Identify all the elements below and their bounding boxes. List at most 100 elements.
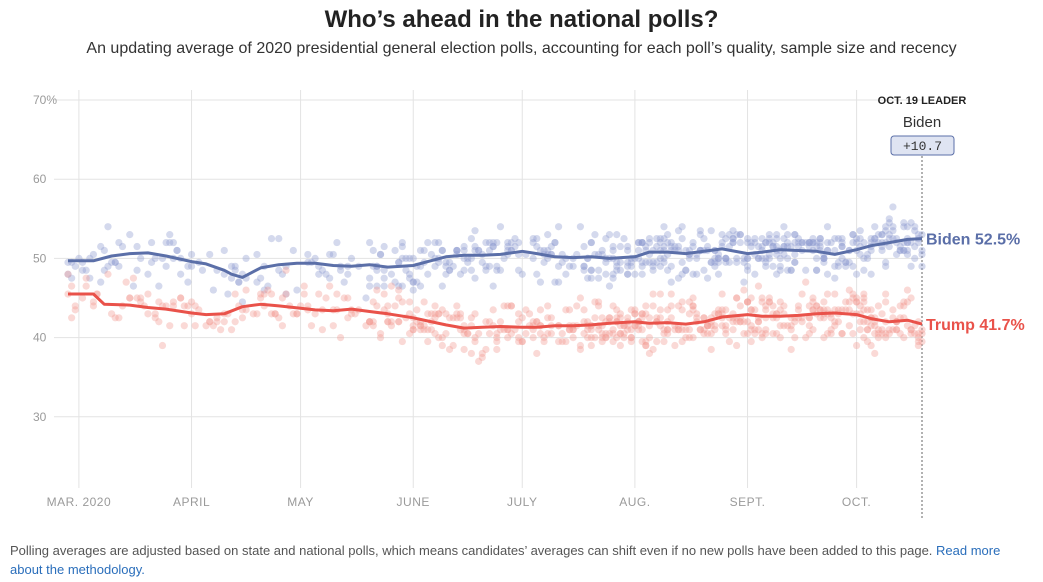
poll-dot <box>569 262 577 270</box>
poll-dot <box>184 302 192 310</box>
poll-dot <box>914 337 922 346</box>
poll-dot <box>126 294 134 302</box>
poll-dot <box>882 330 890 338</box>
poll-dot <box>249 310 257 318</box>
poll-dot <box>398 298 406 306</box>
poll-dot <box>871 235 879 243</box>
poll-dot <box>169 238 177 247</box>
poll-dot <box>184 278 192 286</box>
poll-dot <box>613 266 621 274</box>
poll-dot <box>863 326 872 334</box>
poll-dot <box>431 330 439 338</box>
poll-dot <box>587 334 595 342</box>
poll-dot <box>609 330 617 338</box>
poll-dot <box>638 310 646 318</box>
poll-dot <box>518 270 526 278</box>
poll-dot <box>453 246 461 255</box>
poll-dot <box>787 322 795 330</box>
poll-dot <box>231 266 239 274</box>
poll-dot <box>638 238 646 247</box>
poll-dot <box>376 334 385 342</box>
poll-dot <box>900 246 908 255</box>
poll-dot <box>424 310 432 318</box>
poll-dot <box>660 235 668 243</box>
poll-dot <box>820 254 828 262</box>
poll-dot <box>747 322 755 330</box>
poll-dot <box>227 274 236 282</box>
poll-dot <box>362 322 370 330</box>
poll-dot <box>544 314 552 322</box>
poll-dot <box>427 310 436 318</box>
poll-dot <box>162 238 170 247</box>
poll-dot <box>387 282 396 290</box>
poll-dot <box>544 302 552 310</box>
poll-dot <box>445 258 454 266</box>
poll-dot <box>693 270 701 278</box>
poll-dot <box>787 345 795 354</box>
poll-dot <box>794 242 803 251</box>
poll-dot <box>645 235 654 243</box>
poll-dot <box>609 246 617 255</box>
poll-dot <box>838 306 846 314</box>
poll-dot <box>711 326 719 334</box>
poll-dot <box>565 306 574 314</box>
poll-dot <box>594 302 603 310</box>
poll-dot <box>896 246 904 255</box>
poll-dot <box>682 326 690 334</box>
poll-dot <box>765 235 773 243</box>
poll-dot <box>620 330 628 338</box>
poll-dot <box>645 349 654 358</box>
poll-dot <box>460 345 468 354</box>
poll-dot <box>845 306 853 314</box>
poll-dot <box>896 246 904 255</box>
poll-dot <box>569 326 577 334</box>
poll-dot <box>794 302 803 310</box>
poll-dot <box>616 341 624 350</box>
methodology-link[interactable]: Read more about the methodology. <box>10 543 1001 577</box>
poll-dot <box>609 302 617 310</box>
poll-dot <box>478 349 486 358</box>
poll-dot <box>754 326 763 334</box>
poll-dot <box>896 242 904 251</box>
poll-dot <box>740 278 748 286</box>
poll-dot <box>424 238 432 247</box>
poll-dot <box>885 231 893 239</box>
poll-dot <box>369 322 377 330</box>
poll-dot <box>714 254 723 262</box>
poll-dot <box>395 258 403 266</box>
poll-dot <box>282 290 290 298</box>
poll-dot <box>780 322 788 330</box>
poll-dot <box>177 294 185 302</box>
poll-dot <box>754 242 763 251</box>
poll-dot <box>820 254 828 262</box>
poll-dot <box>580 266 588 274</box>
poll-dot <box>409 286 417 294</box>
poll-dot <box>674 274 683 282</box>
poll-dot <box>769 330 777 338</box>
poll-dot <box>424 337 432 346</box>
poll-dot <box>678 306 686 314</box>
poll-dot <box>464 330 472 338</box>
poll-dot <box>431 262 439 270</box>
poll-dot <box>725 231 733 239</box>
poll-dot <box>580 262 588 270</box>
poll-dot <box>798 238 806 247</box>
poll-dot <box>460 330 468 338</box>
poll-dot <box>856 326 864 334</box>
poll-dot <box>885 326 893 334</box>
poll-dot <box>867 235 875 243</box>
poll-dot <box>231 318 239 326</box>
poll-dot <box>471 274 479 282</box>
poll-dot <box>387 318 396 326</box>
poll-dot <box>664 231 672 239</box>
poll-dot <box>743 238 752 247</box>
poll-dot <box>366 238 374 247</box>
end-label-biden: Biden 52.5% <box>926 232 1020 249</box>
poll-dot <box>638 314 646 322</box>
poll-dot <box>267 290 276 298</box>
poll-dot <box>326 274 334 282</box>
poll-dot <box>282 266 290 274</box>
poll-dot <box>631 270 639 278</box>
poll-dot <box>89 250 98 259</box>
poll-dot <box>366 318 374 326</box>
